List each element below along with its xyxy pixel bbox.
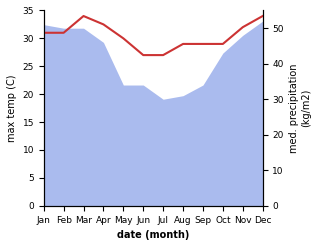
Y-axis label: max temp (C): max temp (C)	[7, 74, 17, 142]
Y-axis label: med. precipitation
(kg/m2): med. precipitation (kg/m2)	[289, 63, 311, 153]
X-axis label: date (month): date (month)	[117, 230, 190, 240]
